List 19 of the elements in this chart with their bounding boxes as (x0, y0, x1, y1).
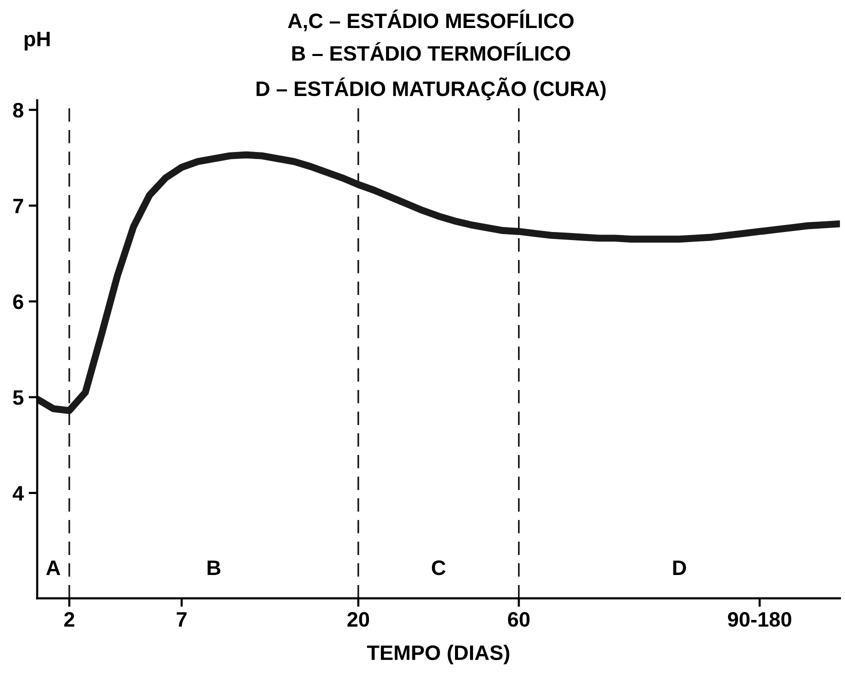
x-axis-title: TEMPO (DIAS) (367, 644, 510, 664)
annotation: D (673, 560, 686, 575)
x-tick-label: 20 (347, 612, 370, 627)
annotation: A (46, 560, 60, 575)
y-tick-label: 4 (12, 486, 24, 500)
text: A,C – ESTÁDIO MESOFÍLICO (288, 10, 574, 32)
text: D – ESTÁDIO MATURAÇÃO (CURA) (256, 77, 606, 100)
annotation: C (432, 560, 446, 576)
x-tick-label: 7 (176, 612, 187, 627)
annotation: B (208, 560, 220, 575)
y-tick-label: 7 (13, 198, 24, 214)
y-axis-title: pH (24, 32, 50, 50)
x-tick-label: 60 (508, 612, 530, 627)
y-tick-label: 8 (13, 102, 24, 118)
x-tick-label: 2 (64, 612, 74, 627)
y-tick-label: 5 (13, 390, 24, 405)
x-tick-label: 90-180 (728, 612, 792, 627)
text: B – ESTÁDIO TERMOFÍLICO (292, 42, 570, 61)
y-tick-label: 6 (13, 294, 24, 310)
